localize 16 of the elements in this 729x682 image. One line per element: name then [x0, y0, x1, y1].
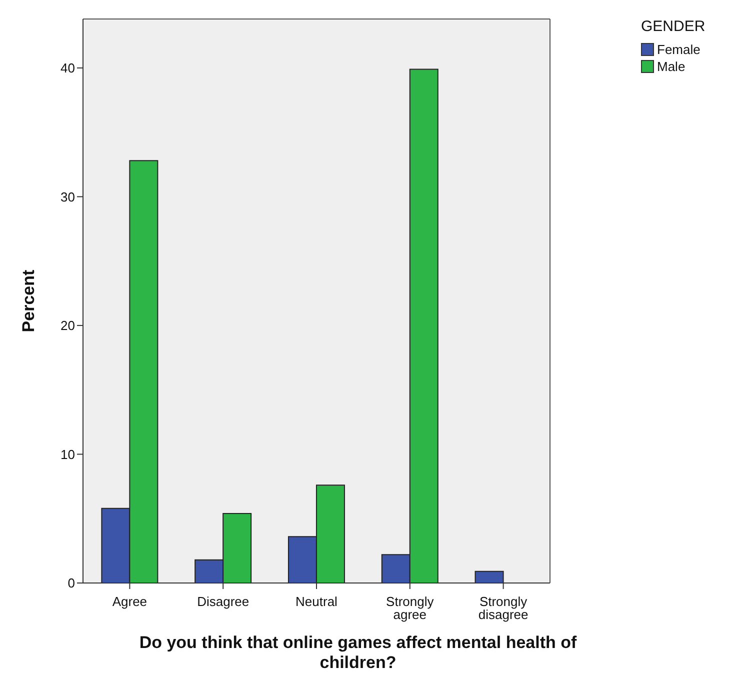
- x-tick-label: Strongly disagree: [478, 594, 528, 622]
- y-tick-label: 0: [68, 576, 75, 591]
- x-tick-label: Neutral: [296, 594, 338, 610]
- x-tick-label: Agree: [112, 594, 148, 610]
- y-axis-title: Percent: [19, 269, 38, 332]
- x-axis-title: Do you think that online games affect mental health of children?: [138, 633, 578, 673]
- y-tick-label: 30: [60, 189, 75, 204]
- y-tick-label: 40: [60, 60, 75, 76]
- x-tick-label: Strongly agree: [386, 594, 434, 622]
- bar: [474, 570, 504, 583]
- y-tick-label: 10: [60, 446, 75, 462]
- legend-title: GENDER: [641, 18, 706, 35]
- legend-label: Female: [656, 41, 702, 58]
- legend-label: Male: [656, 58, 686, 75]
- y-tick-label: 20: [60, 318, 75, 334]
- x-tick-label: Disagree: [197, 594, 250, 610]
